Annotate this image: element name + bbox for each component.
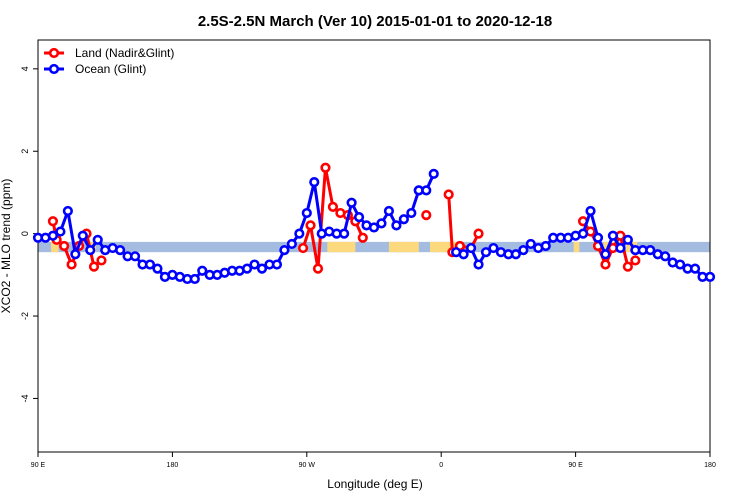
ocean-data-point [92, 234, 103, 245]
ocean-data-point [488, 242, 499, 254]
ocean-data-point [144, 259, 156, 270]
legend-marker [48, 63, 60, 75]
x-tick-label: 90 E [31, 462, 46, 469]
ocean-data-point [675, 259, 686, 270]
land-data-point [327, 201, 339, 212]
y-tick-label: -2 [20, 312, 30, 320]
land-data-point [312, 263, 324, 274]
land-data-point [421, 210, 432, 221]
land-data-point [473, 228, 484, 239]
land-band-segment [51, 241, 59, 253]
ocean-data-point [704, 271, 716, 283]
x-tick-label: 90 W [299, 462, 316, 469]
ocean-data-point [62, 205, 73, 217]
ocean-data-point [585, 205, 596, 217]
y-axis-label: XCO2 - MLO trend (ppm) [0, 179, 13, 314]
land-data-point [59, 240, 70, 252]
land-data-point [88, 261, 100, 272]
ocean-data-point [660, 251, 671, 262]
ocean-data-point [346, 197, 357, 208]
ocean-data-point [525, 238, 536, 250]
x-tick-label: 0 [439, 462, 443, 469]
legend-label: Land (Nadir&Glint) [75, 46, 174, 60]
land-band-segment [573, 241, 580, 253]
land-data-point [297, 242, 309, 254]
ocean-data-point [197, 265, 208, 276]
ocean-data-point [577, 228, 589, 239]
land-data-point [305, 220, 316, 231]
ocean-data-point [391, 220, 402, 231]
ocean-data-point [406, 207, 417, 219]
ocean-data-point [398, 214, 409, 225]
legend: Land (Nadir&Glint) Ocean (Glint) [44, 46, 174, 76]
ocean-data-point [376, 218, 387, 229]
x-tick-label: 90 E [568, 462, 583, 469]
land-data-point [600, 259, 611, 270]
ocean-data-point [458, 249, 469, 260]
y-tick-label: -4 [20, 394, 30, 402]
x-axis-label: Longitude (deg E) [327, 477, 422, 491]
ocean-data-point [294, 228, 305, 239]
land-band-segment [327, 241, 356, 253]
legend-label: Ocean (Glint) [75, 62, 146, 76]
land-band-segment [430, 241, 457, 253]
plot-frame [37, 39, 711, 453]
ocean-data-point [115, 245, 126, 256]
x-tick-label: 180 [167, 462, 179, 469]
land-data-point [357, 232, 368, 243]
legend-marker [48, 47, 60, 59]
land-data-point [443, 189, 454, 200]
ocean-data-point [353, 212, 365, 223]
land-data-point [630, 255, 641, 266]
chart-title: 2.5S-2.5N March (Ver 10) 2015-01-01 to 2… [198, 13, 552, 30]
ocean-data-point [428, 168, 439, 179]
land-data-point [320, 162, 331, 173]
ocean-data-point [480, 247, 492, 258]
ocean-data-point [309, 177, 320, 188]
y-tick-label: 4 [20, 66, 30, 71]
ocean-data-point [301, 207, 312, 219]
ocean-data-point [70, 249, 81, 260]
x-tick-label: 180 [704, 462, 716, 469]
ocean-data-point [47, 230, 59, 241]
y-tick-label: 2 [20, 149, 30, 154]
land-data-point [622, 261, 633, 272]
ocean-data-point [55, 226, 66, 237]
ocean-data-point [241, 263, 253, 274]
y-tick-label: 0 [20, 231, 30, 236]
ocean-data-point [368, 222, 380, 233]
ocean-data-point [600, 249, 611, 260]
ocean-data-point [256, 263, 268, 274]
land-data-point [47, 216, 59, 227]
land-data-point [96, 255, 107, 266]
ocean-data-point [286, 238, 297, 250]
ocean-data-point [152, 263, 163, 274]
plot-area: 90 E 180 90 W 0 90 E 180 -4 -2 0 2 4 Land (Nadir&Gl… [20, 39, 716, 469]
ocean-data-point [465, 242, 477, 254]
ocean-data-point [339, 228, 350, 239]
ocean-data-point [279, 245, 290, 256]
ocean-data-point [473, 259, 484, 270]
land-band-segment [388, 241, 419, 253]
ocean-data-point [518, 245, 529, 256]
ocean-data-point [622, 234, 633, 245]
ocean-data-point [645, 245, 656, 256]
ocean-data-point [592, 232, 604, 243]
ocean-data-point [189, 273, 200, 285]
ocean-data-point [85, 245, 96, 256]
ocean-band [38, 241, 710, 253]
ocean-data-point [540, 240, 551, 252]
ocean-data-point [689, 263, 701, 274]
ocean-data-point [249, 259, 260, 270]
ocean-data-point [383, 205, 395, 217]
ocean-data-point [271, 259, 283, 270]
ocean-data-point [421, 185, 432, 196]
ocean-data-point [607, 230, 619, 241]
ocean-data-point [129, 251, 141, 262]
ocean-data-point [615, 242, 626, 254]
land-data-point [66, 259, 77, 270]
ocean-data-point [510, 249, 521, 260]
ocean-data-point [77, 230, 88, 241]
